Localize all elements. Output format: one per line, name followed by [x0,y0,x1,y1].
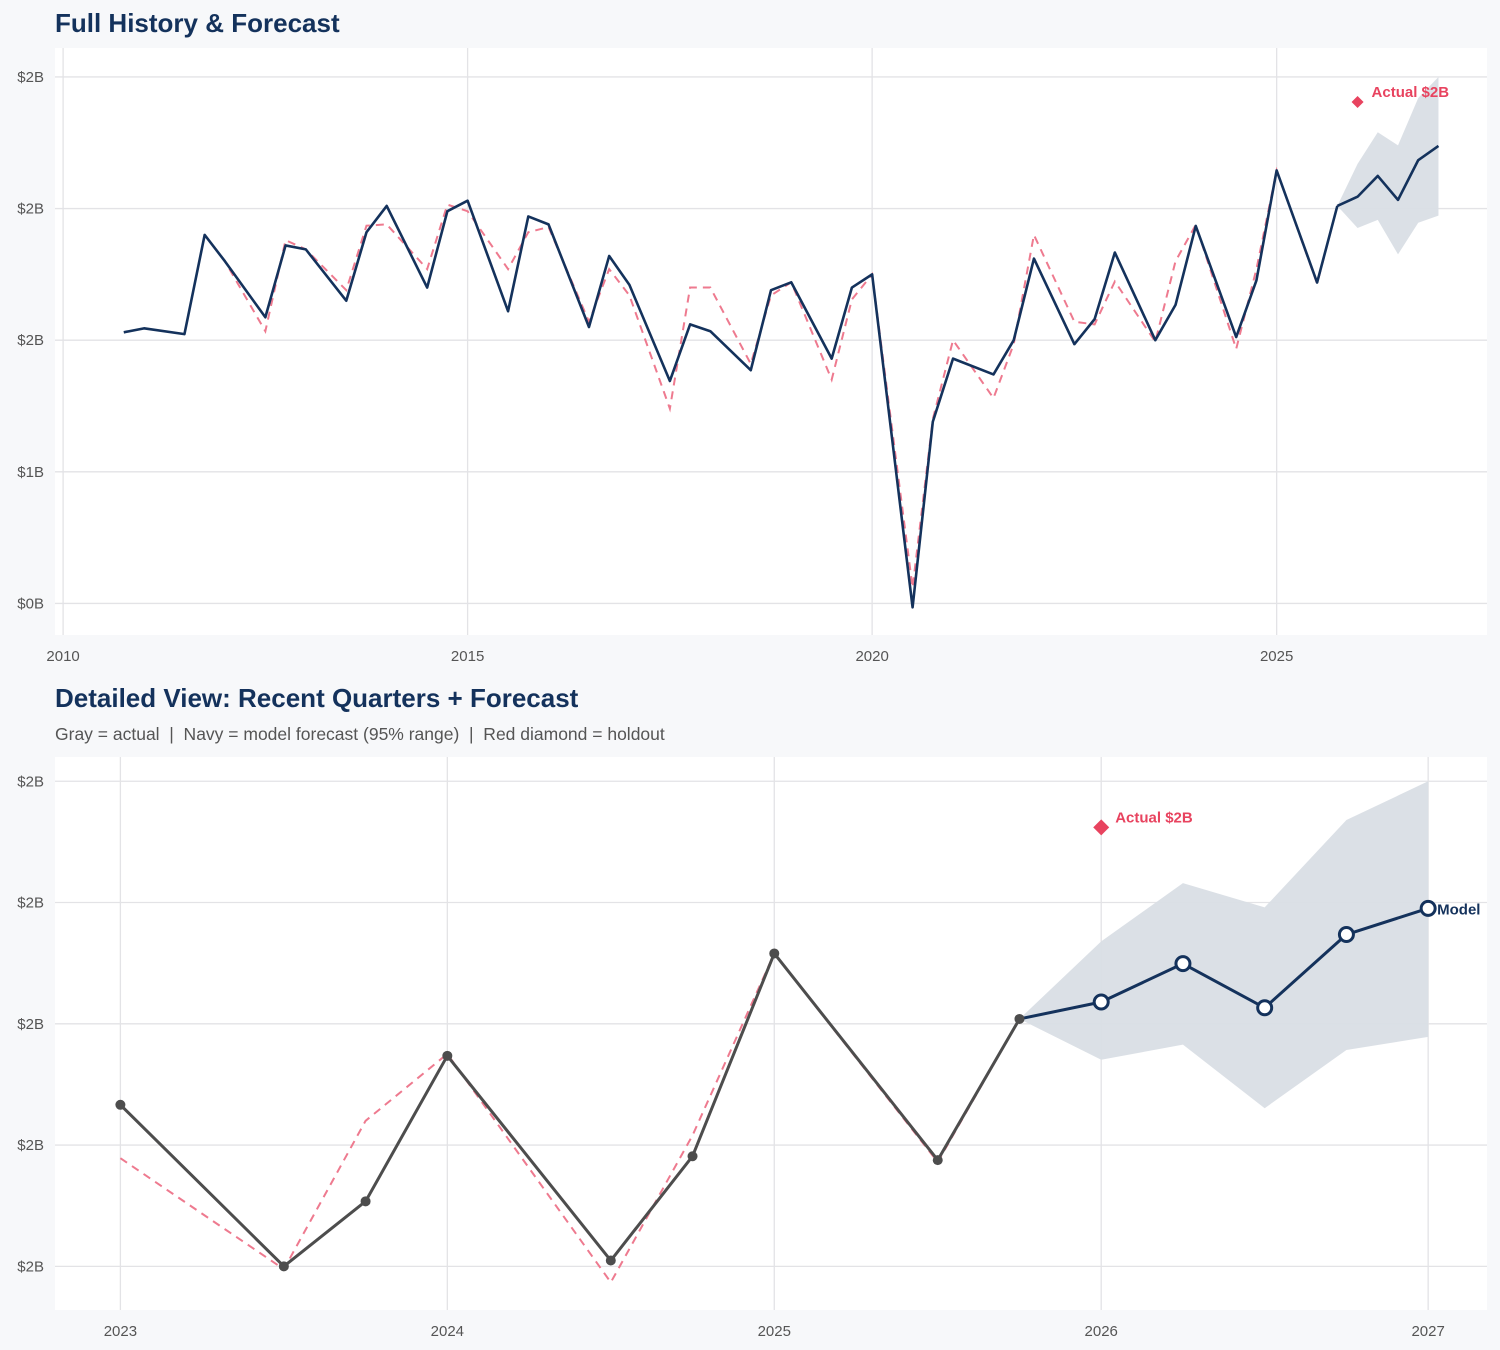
actual-point [115,1099,126,1110]
holdout-diamond [1093,819,1110,836]
x-tick-label: 2023 [104,1323,137,1340]
y-tick-label: $2B [17,895,44,912]
model-label: Model [1437,901,1480,918]
top-chart-title: Full History & Forecast [55,8,340,38]
y-tick-label: $2B [17,773,44,790]
forecast-point [1174,955,1192,973]
x-tick-label: 2015 [451,648,484,665]
actual-point [1014,1013,1025,1024]
y-tick-label: $2B [17,332,44,349]
holdout-label: Actual $2B [1372,84,1450,101]
bottom-chart-title: Detailed View: Recent Quarters + Forecas… [55,683,579,713]
forecast-line [1019,906,1429,1021]
x-tick-label: 2025 [1260,648,1293,665]
actual-point [442,1050,453,1061]
holdout-label: Actual $2B [1115,809,1193,826]
bottom-chart-subtitle: Gray = actual | Navy = model forecast (9… [55,724,665,744]
actual-point [360,1196,371,1207]
forecast-point [1256,999,1274,1017]
y-tick-label: $2B [17,201,44,218]
actual-point [605,1255,616,1266]
y-tick-label: $0B [17,595,44,612]
actual-point [932,1155,943,1166]
y-tick-label: $2B [17,1016,44,1033]
x-tick-label: 2024 [431,1323,464,1340]
forecast-band [1019,781,1429,1109]
x-tick-label: 2010 [46,648,79,665]
fitted-line [119,951,1021,1285]
holdout-diamond [1351,95,1364,108]
actual-point [278,1261,289,1272]
forecast-point [1092,993,1110,1011]
y-tick-label: $2B [17,69,44,86]
x-tick-label: 2025 [758,1323,791,1340]
y-tick-label: $2B [17,1137,44,1154]
actual-line [123,169,1339,609]
plot-area [55,48,1487,635]
detailed-view-chart: $2B $2B $2B $2B $2B 2023 2024 2025 2026 2027 Model… [17,757,1487,1340]
y-tick-label: $1B [17,464,44,481]
forecast-band [1337,76,1439,255]
forecast-point [1419,899,1437,917]
full-history-chart: $0B $1B $2B $2B $2B 2010 2015 2020 2025 Actual $2… [17,48,1487,665]
forecast-point [1337,926,1355,944]
forecast-line [1336,144,1440,208]
y-tick-label: $2B [17,1258,44,1275]
actual-point [769,948,780,959]
actual-point [687,1151,698,1162]
x-tick-label: 2026 [1085,1323,1118,1340]
x-tick-label: 2027 [1411,1323,1444,1340]
x-tick-label: 2020 [855,648,888,665]
